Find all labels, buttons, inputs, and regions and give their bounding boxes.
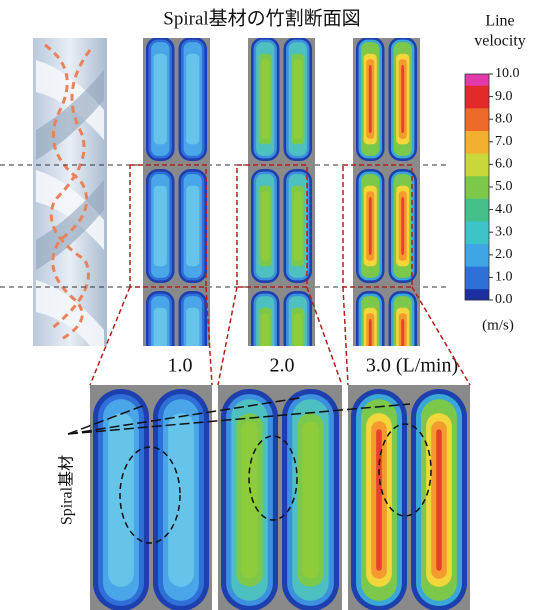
contour-band — [436, 429, 442, 571]
colorbar-segment — [465, 204, 489, 210]
colorbar-unit: (m/s) — [482, 317, 514, 333]
contour-band — [261, 191, 269, 260]
contour-band — [154, 54, 167, 145]
colorbar-segment — [465, 221, 489, 227]
colorbar-segment — [465, 142, 489, 148]
flow-rate-label: 2.0 — [270, 355, 295, 377]
colorbar-tick-label: 10.0 — [495, 66, 520, 81]
contour-band — [294, 59, 302, 138]
contour-band — [186, 54, 199, 145]
contour-band — [303, 422, 319, 579]
contour-band — [401, 65, 404, 133]
colorbar-segment — [465, 159, 489, 165]
colorbar-tick-label: 0.0 — [495, 292, 513, 307]
colorbar-segment — [465, 170, 489, 176]
contour-band — [186, 186, 199, 267]
contour-band — [294, 313, 302, 382]
colorbar-segment — [465, 108, 489, 114]
contour-band — [154, 186, 167, 267]
colorbar-segment — [465, 260, 489, 266]
contour-panel — [348, 385, 470, 610]
colorbar-segment — [465, 277, 489, 283]
colorbar-title: velocity — [474, 33, 526, 50]
zoom-line — [218, 287, 237, 385]
contour-band — [242, 422, 258, 579]
flow-rate-label: 1.0 — [168, 355, 193, 377]
colorbar-tick-label: 8.0 — [495, 111, 513, 126]
colorbar-segment — [465, 249, 489, 255]
colorbar-segment — [465, 91, 489, 97]
zoom-line — [343, 287, 348, 385]
colorbar-tick-label: 2.0 — [495, 247, 513, 262]
contour-band — [369, 197, 372, 255]
colorbar-segment — [465, 210, 489, 216]
colorbar-tick-label: 3.0 — [495, 224, 513, 239]
colorbar-segment — [465, 294, 489, 300]
colorbar-tick-label: 5.0 — [495, 179, 513, 194]
colorbar-segment — [465, 136, 489, 142]
colorbar-segment — [465, 215, 489, 221]
colorbar-segment — [465, 289, 489, 295]
contour-panel — [248, 37, 315, 405]
colorbar-tick-label: 9.0 — [495, 89, 513, 104]
colorbar-segment — [465, 193, 489, 199]
colorbar-segment — [465, 187, 489, 193]
colorbar-segment — [465, 176, 489, 182]
figure-title: Spiral基材の竹割断面図 — [163, 7, 360, 29]
colorbar-segment — [465, 283, 489, 289]
colorbar-tick-label: 6.0 — [495, 157, 513, 172]
side-label: Spiral基材 — [58, 455, 76, 525]
colorbar-segment — [465, 227, 489, 233]
spiral-illustration — [33, 38, 107, 346]
contour-band — [168, 413, 194, 587]
contour-band — [261, 59, 269, 138]
contour-panel — [353, 37, 420, 405]
colorbar-segment — [465, 114, 489, 120]
colorbar-tick-label: 4.0 — [495, 202, 513, 217]
colorbar-segment — [465, 244, 489, 250]
contour-band — [401, 197, 404, 255]
colorbar-segment — [465, 238, 489, 244]
colorbar-segment — [465, 80, 489, 86]
contour-band — [154, 308, 167, 389]
colorbar-segment — [465, 131, 489, 137]
flow-rate-label: 3.0 (L/min) — [366, 355, 458, 377]
contour-band — [294, 191, 302, 260]
colorbar-segment — [465, 232, 489, 238]
colorbar-segment — [465, 74, 489, 80]
colorbar-segment — [465, 198, 489, 204]
colorbar-segment — [465, 266, 489, 272]
colorbar-segment — [465, 125, 489, 131]
colorbar-segment — [465, 97, 489, 103]
colorbar-title: Line — [485, 13, 514, 30]
colorbar-segment — [465, 181, 489, 187]
colorbar-tick-label: 1.0 — [495, 270, 513, 285]
colorbar-segment — [465, 119, 489, 125]
colorbar-tick-label: 7.0 — [495, 134, 513, 149]
colorbar-segment — [465, 147, 489, 153]
colorbar-segment — [465, 153, 489, 159]
contour-band — [369, 65, 372, 133]
colorbar-segment — [465, 102, 489, 108]
contour-panel — [143, 37, 210, 405]
colorbar-segment — [465, 85, 489, 91]
contour-band — [108, 413, 134, 587]
figure: Spiral基材の竹割断面図 1.0 2.0 3.0 (L/min) Spira… — [0, 0, 538, 610]
colorbar-segment — [465, 255, 489, 261]
colorbar-segment — [465, 272, 489, 278]
colorbar-segment — [465, 164, 489, 170]
contour-band — [261, 313, 269, 382]
